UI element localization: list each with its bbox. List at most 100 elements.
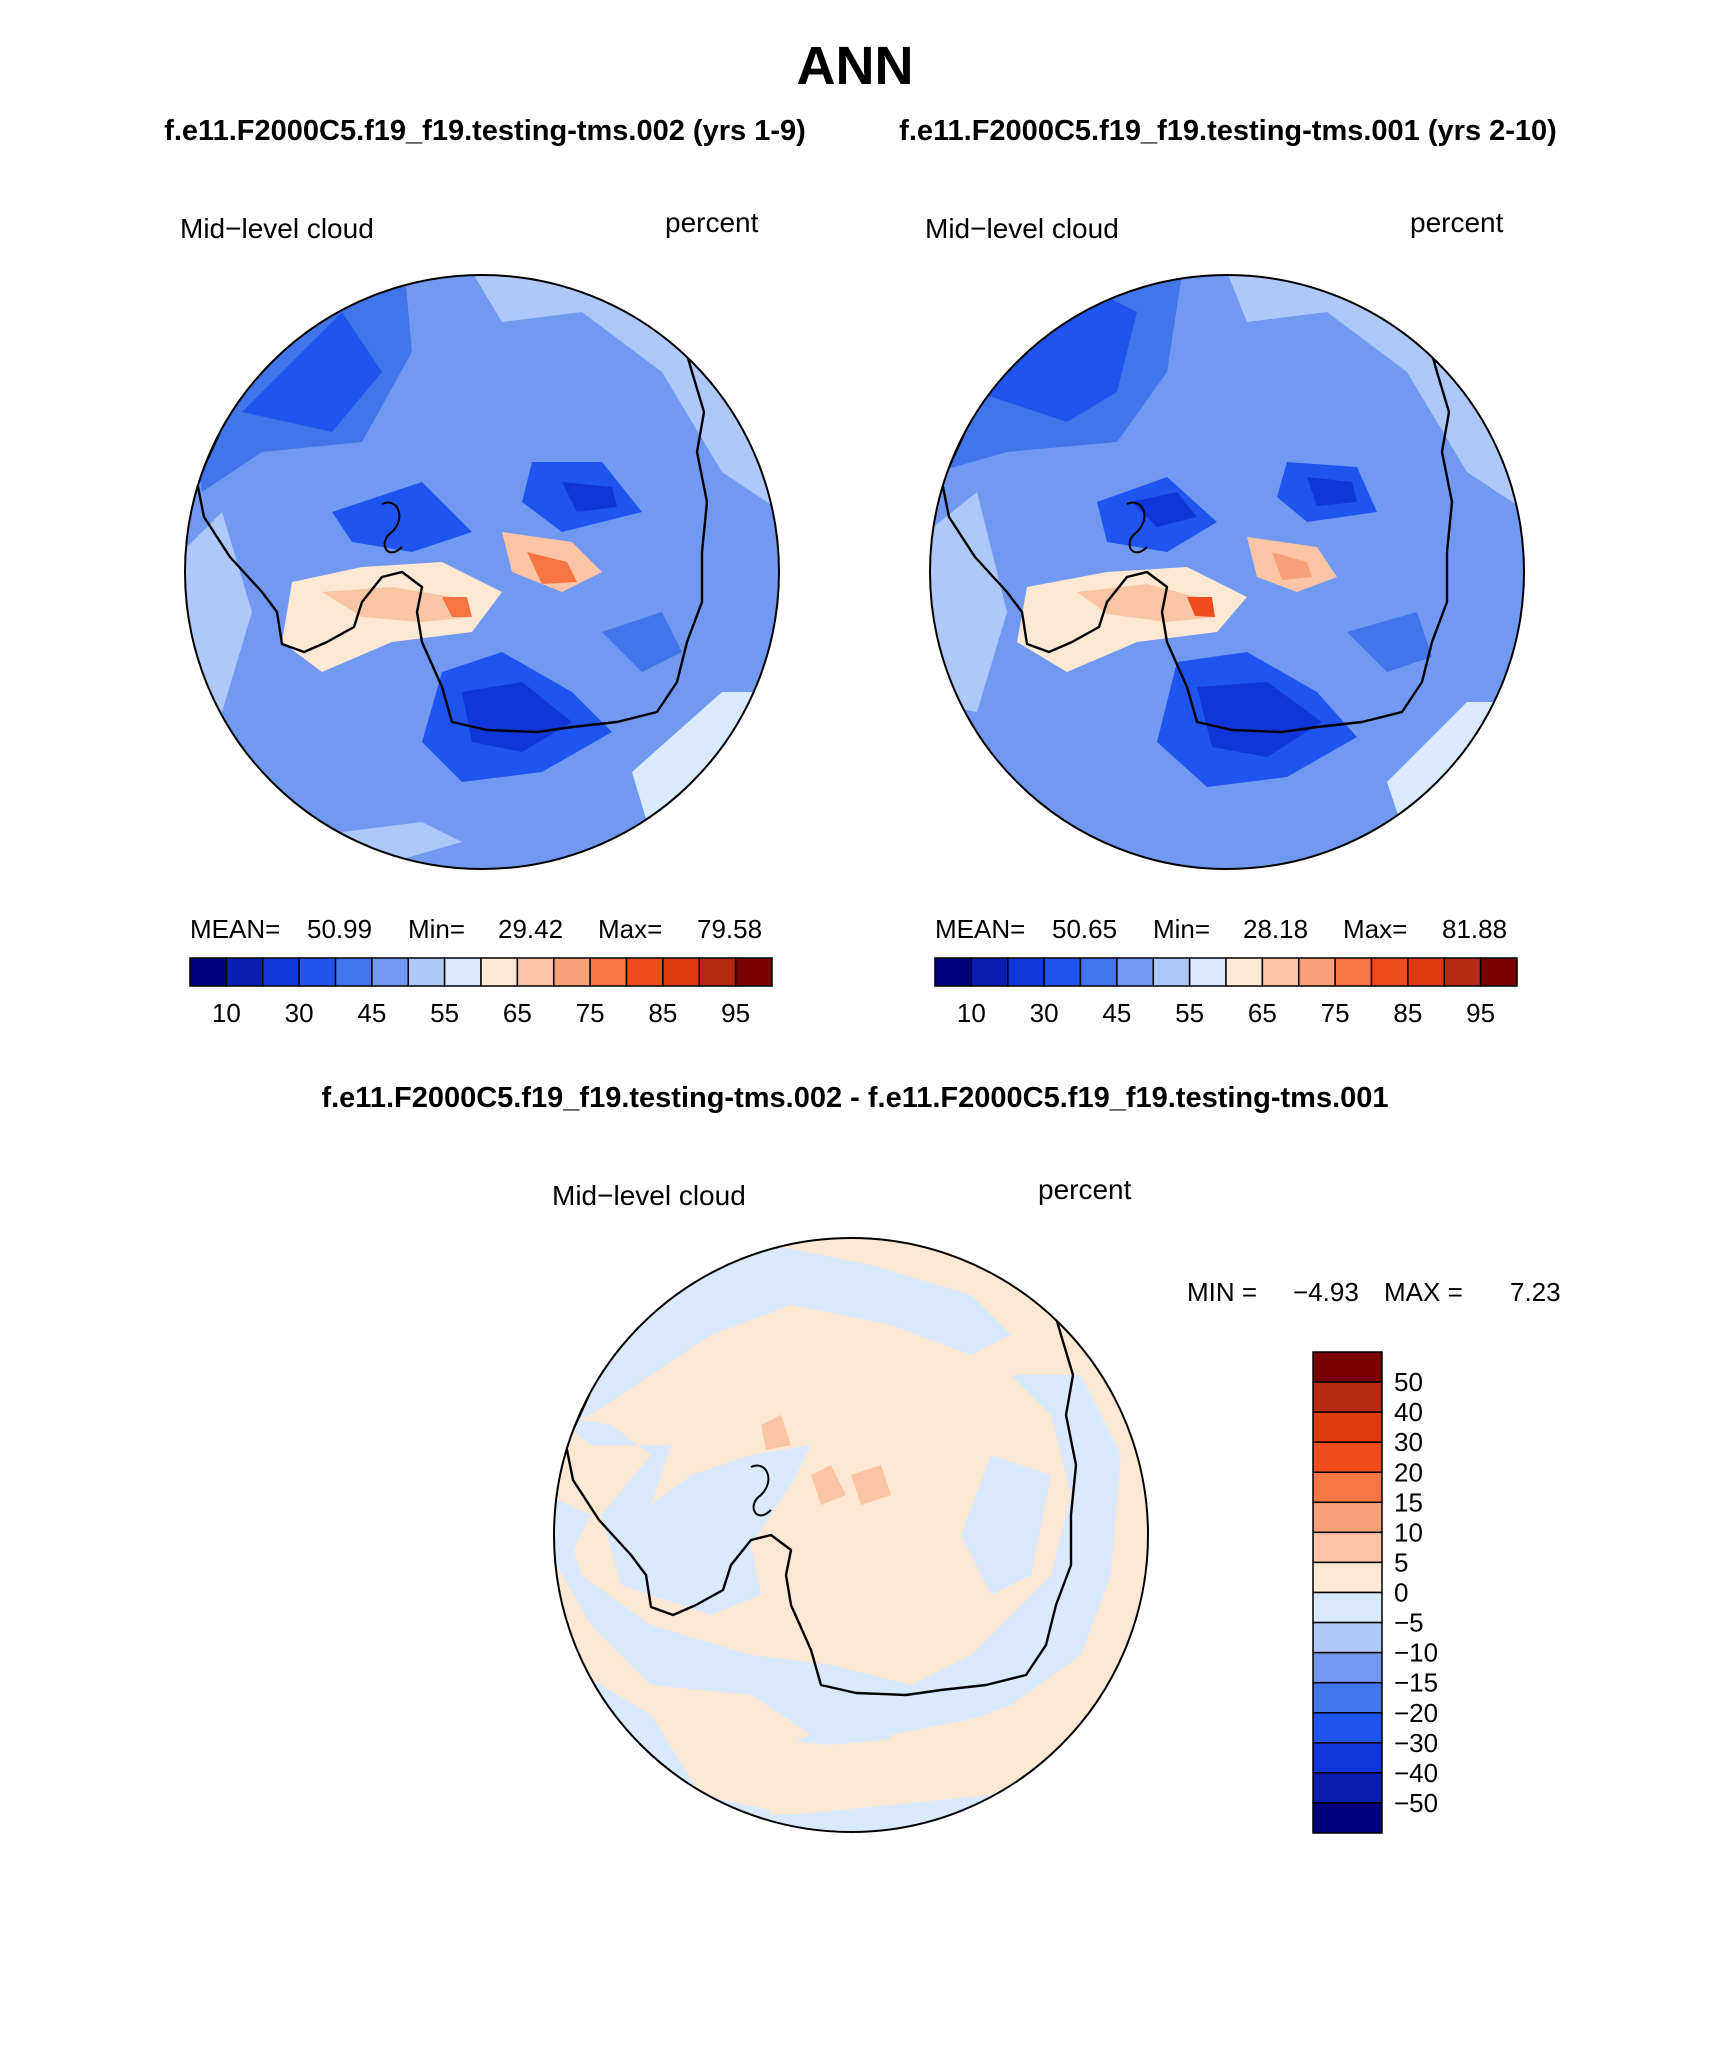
panel-right-colorbar-box: [1043, 957, 1082, 987]
panel-right-colorbar: [934, 957, 1518, 987]
panel-right-map: [930, 275, 1524, 869]
panel-left-colorbar-box: [225, 957, 264, 987]
panel-left-colorbar-box: [298, 957, 337, 987]
panel-right-max-label: Max=: [1343, 914, 1407, 944]
panel-diff-colorbar-tick-label: 0: [1394, 1578, 1408, 1608]
panel-left-max-label: Max=: [598, 914, 662, 944]
panel-left-colorbar-ticks: 10 30 45 55 65 75 85 95: [212, 998, 750, 1028]
panel-diff-colorbar-tick-label: 40: [1394, 1397, 1423, 1427]
figure-title: ANN: [797, 36, 914, 96]
panel-diff-colorbar-box: [1312, 1681, 1383, 1714]
panel-diff-variable-label: Mid−level cloud: [552, 1180, 746, 1211]
panel-right-units-label: percent: [1410, 207, 1504, 238]
panel-right-map-boundary: [929, 274, 1525, 870]
panel-diff-colorbar-box: [1312, 1381, 1383, 1413]
panel-left-max-value: 79.58: [697, 914, 762, 944]
panel-left-colorbar-tick-label: 45: [357, 998, 386, 1028]
panel-diff-colorbar-box: [1312, 1712, 1383, 1744]
panel-left-colorbar-box: [480, 957, 519, 987]
panel-right-colorbar-box: [970, 957, 1009, 987]
panel-right-colorbar-ticks: 10 30 45 55 65 75 85 95: [957, 998, 1495, 1028]
panel-diff-colorbar: [1312, 1351, 1383, 1834]
panel-diff-colorbar-tick-label: −40: [1394, 1758, 1438, 1788]
panel-left-colorbar-box: [407, 957, 446, 987]
panel-left: Mid−level cloud percent: [180, 207, 780, 1028]
panel-left-colorbar-box: [443, 957, 482, 987]
panel-diff-colorbar-tick-label: 15: [1394, 1487, 1423, 1517]
panel-left-mean-label: MEAN=: [190, 914, 280, 944]
panel-diff-colorbar-tick-label: 50: [1394, 1367, 1423, 1397]
panel-left-colorbar-box: [189, 957, 228, 987]
panel-diff-colorbar-box: [1312, 1471, 1383, 1504]
panel-right-colorbar-box: [1152, 957, 1191, 987]
panel-right-mean-label: MEAN=: [935, 914, 1025, 944]
panel-right-colorbar-box: [1007, 957, 1045, 987]
panel-diff-colorbar-tick-label: −5: [1394, 1608, 1424, 1638]
panel-left-colorbar-box: [553, 957, 591, 987]
panel-right-colorbar-box: [1298, 957, 1336, 987]
panel-right-colorbar-box: [1334, 957, 1373, 987]
panel-right: Mid−level cloud percent: [925, 207, 1525, 1028]
panel-diff-colorbar-tick-label: −20: [1394, 1698, 1438, 1728]
panel-diff-colorbar-tick-label: −15: [1394, 1668, 1438, 1698]
panel-diff-colorbar-box: [1312, 1411, 1383, 1443]
panel-right-colorbar-box: [1261, 957, 1300, 987]
panel-right-colorbar-box: [1225, 957, 1264, 987]
panel-diff-colorbar-tick-label: 10: [1394, 1517, 1423, 1547]
panel-diff-colorbar-box: [1312, 1621, 1383, 1654]
panel-right-colorbar-tick-label: 30: [1030, 998, 1059, 1028]
panel-difference: Mid−level cloud percent MIN = −4.: [552, 1174, 1561, 1834]
panel-left-colorbar-box: [589, 957, 628, 987]
panel-left-colorbar: [189, 957, 773, 987]
panel-diff-colorbar-tick-label: −50: [1394, 1788, 1438, 1818]
panel-right-colorbar-box: [1443, 957, 1482, 987]
panel-diff-colorbar-tick-label: 20: [1394, 1457, 1423, 1487]
panel-right-colorbar-box: [934, 957, 973, 987]
panel-right-colorbar-box: [1188, 957, 1227, 987]
panel-right-colorbar-box: [1116, 957, 1154, 987]
panel-diff-colorbar-tick-label: 5: [1394, 1547, 1408, 1577]
panel-left-colorbar-tick-label: 55: [430, 998, 459, 1028]
panel-right-colorbar-box: [1079, 957, 1118, 987]
panel-diff-colorbar-box: [1312, 1651, 1383, 1684]
panel-diff-colorbar-box: [1312, 1351, 1383, 1383]
panel-left-units-label: percent: [665, 207, 759, 238]
panel-right-max-value: 81.88: [1442, 914, 1507, 944]
panel-left-colorbar-box: [334, 957, 373, 987]
panel-diff-max-label: MAX =: [1384, 1277, 1463, 1307]
panel-left-min-label: Min=: [408, 914, 465, 944]
panel-right-min-value: 28.18: [1243, 914, 1308, 944]
panel-diff-units-label: percent: [1038, 1174, 1132, 1205]
panel-diff-colorbar-tick-label: −30: [1394, 1728, 1438, 1758]
panel-left-colorbar-tick-label: 75: [576, 998, 605, 1028]
panel-diff-colorbar-box: [1312, 1802, 1383, 1834]
panel-right-colorbar-tick-label: 55: [1175, 998, 1204, 1028]
panel-diff-colorbar-box: [1312, 1772, 1383, 1804]
panel-right-colorbar-box: [1370, 957, 1409, 987]
panel-left-colorbar-box: [734, 957, 773, 987]
panel-left-colorbar-box: [371, 957, 409, 987]
panel-right-colorbar-tick-label: 65: [1248, 998, 1277, 1028]
panel-right-colorbar-tick-label: 95: [1466, 998, 1495, 1028]
panel-left-colorbar-tick-label: 85: [648, 998, 677, 1028]
panel-right-variable-label: Mid−level cloud: [925, 213, 1119, 244]
panel-diff-map: [554, 1238, 1148, 1832]
panel-diff-colorbar-box: [1312, 1742, 1383, 1774]
panel-diff-min-label: MIN =: [1187, 1277, 1257, 1307]
panel-left-colorbar-tick-label: 10: [212, 998, 241, 1028]
panel-left-colorbar-tick-label: 65: [503, 998, 532, 1028]
panel-left-colorbar-tick-label: 95: [721, 998, 750, 1028]
panel-right-min-label: Min=: [1153, 914, 1210, 944]
panel-diff-min-value: −4.93: [1293, 1277, 1359, 1307]
panel-left-colorbar-box: [625, 957, 664, 987]
panel-left-map-boundary: [184, 274, 780, 870]
panel-diff-colorbar-box: [1312, 1501, 1383, 1534]
panel-right-colorbar-box: [1479, 957, 1518, 987]
panel-diff-max-value: 7.23: [1510, 1277, 1561, 1307]
panel-left-variable-label: Mid−level cloud: [180, 213, 374, 244]
panel-right-colorbar-tick-label: 45: [1102, 998, 1131, 1028]
panel-right-colorbar-tick-label: 75: [1321, 998, 1350, 1028]
panel-diff-map-boundary: [553, 1237, 1149, 1833]
panel-left-colorbar-tick-label: 30: [285, 998, 314, 1028]
